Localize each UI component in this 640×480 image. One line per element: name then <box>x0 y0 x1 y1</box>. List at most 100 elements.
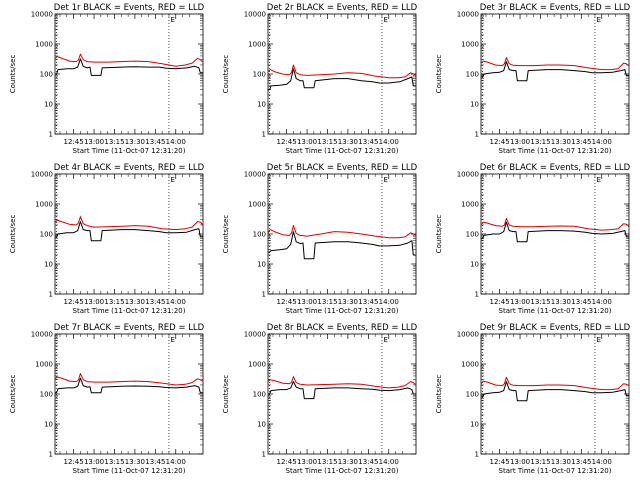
chart-panel-6: Det 6r BLACK = Events, RED = LLD E 1 10 100 1… <box>435 163 631 315</box>
y-tick-label: 1 <box>49 451 53 459</box>
x-tick-label: 13:45 <box>145 458 165 466</box>
event-marker-label: E <box>170 336 174 344</box>
y-tick-label: 10000 <box>31 331 53 339</box>
chart-panel-1: Det 1r BLACK = Events, RED = LLD E 1 10 100 1… <box>9 3 205 155</box>
y-tick-label: 10 <box>257 261 266 269</box>
event-marker-label: E <box>596 16 600 24</box>
x-tick-label: 14:00 <box>379 138 399 146</box>
x-tick-label: 13:15 <box>104 298 124 306</box>
x-tick-label: 13:30 <box>551 138 571 146</box>
lld-series-line <box>54 53 204 67</box>
y-axis-label: Counts/sec <box>222 375 230 414</box>
y-tick-label: 1 <box>262 451 266 459</box>
x-tick-label: 13:45 <box>571 458 591 466</box>
y-tick-label: 1 <box>49 131 53 139</box>
x-tick-label: 13:45 <box>571 138 591 146</box>
x-tick-label: 13:00 <box>297 298 317 306</box>
y-tick-label: 100 <box>466 391 479 399</box>
x-tick-label: 13:00 <box>510 298 530 306</box>
x-tick-label: 14:00 <box>166 298 186 306</box>
y-tick-label: 1 <box>475 451 479 459</box>
events-series-line <box>55 377 203 394</box>
x-tick-label: 13:45 <box>358 138 378 146</box>
x-tick-label: 13:15 <box>530 138 550 146</box>
chart-panel-4: Det 4r BLACK = Events, RED = LLD E 1 10 100 1… <box>9 163 205 315</box>
events-series-line <box>268 381 416 400</box>
x-tick-label: 13:15 <box>317 298 337 306</box>
y-tick-label: 1000 <box>461 201 479 209</box>
y-tick-label: 10 <box>44 421 53 429</box>
x-tick-label: 13:45 <box>145 298 165 306</box>
y-tick-label: 1000 <box>248 361 266 369</box>
y-tick-label: 100 <box>253 391 266 399</box>
y-tick-label: 1000 <box>35 201 53 209</box>
x-tick-label: 13:00 <box>510 138 530 146</box>
event-marker-label: E <box>170 176 174 184</box>
x-axis-label: Start Time (11-Oct-07 12:31:20) <box>499 307 612 315</box>
x-tick-label: 13:30 <box>338 298 358 306</box>
events-series-line <box>481 381 629 402</box>
y-tick-label: 10 <box>470 261 479 269</box>
x-tick-label: 14:00 <box>379 458 399 466</box>
x-axis-label: Start Time (11-Oct-07 12:31:20) <box>286 147 399 155</box>
x-tick-label: 13:45 <box>571 298 591 306</box>
x-tick-label: 13:15 <box>530 458 550 466</box>
plot-frame <box>54 173 204 295</box>
plot-frame <box>480 13 630 135</box>
y-tick-label: 100 <box>40 231 53 239</box>
event-marker-label: E <box>170 16 174 24</box>
y-tick-label: 100 <box>466 231 479 239</box>
x-tick-label: 13:45 <box>358 458 378 466</box>
y-tick-label: 1 <box>262 291 266 299</box>
panel-title: Det 4r BLACK = Events, RED = LLD <box>54 163 205 173</box>
plot-frame <box>54 13 204 135</box>
event-marker-label: E <box>596 336 600 344</box>
y-axis-label: Counts/sec <box>222 215 230 254</box>
lld-series-line <box>480 57 630 71</box>
x-tick-label: 13:00 <box>84 138 104 146</box>
lld-series-line <box>267 376 417 389</box>
x-tick-label: 14:00 <box>379 298 399 306</box>
y-tick-label: 10000 <box>244 11 266 19</box>
x-tick-label: 12:45 <box>490 138 510 146</box>
lld-series-line <box>480 376 630 391</box>
x-axis-label: Start Time (11-Oct-07 12:31:20) <box>286 467 399 475</box>
x-tick-label: 13:15 <box>104 138 124 146</box>
y-axis-label: Counts/sec <box>222 55 230 94</box>
y-tick-label: 1 <box>475 291 479 299</box>
x-tick-label: 12:45 <box>64 138 84 146</box>
x-tick-label: 13:15 <box>317 138 337 146</box>
x-axis-label: Start Time (11-Oct-07 12:31:20) <box>499 147 612 155</box>
x-axis-label: Start Time (11-Oct-07 12:31:20) <box>73 307 186 315</box>
panel-title: Det 2r BLACK = Events, RED = LLD <box>267 3 418 13</box>
events-series-line <box>481 221 629 243</box>
x-tick-label: 13:15 <box>317 458 337 466</box>
plot-frame <box>480 333 630 455</box>
y-tick-label: 100 <box>253 71 266 79</box>
x-axis-label: Start Time (11-Oct-07 12:31:20) <box>73 467 186 475</box>
lld-series-line <box>480 217 630 231</box>
y-tick-label: 1 <box>475 131 479 139</box>
x-tick-label: 14:00 <box>166 138 186 146</box>
y-tick-label: 10000 <box>31 171 53 179</box>
y-tick-label: 10000 <box>244 171 266 179</box>
x-axis-label: Start Time (11-Oct-07 12:31:20) <box>286 307 399 315</box>
x-tick-label: 13:00 <box>297 138 317 146</box>
y-axis-label: Counts/sec <box>435 215 443 254</box>
x-tick-label: 13:45 <box>358 298 378 306</box>
event-marker-label: E <box>383 176 387 184</box>
panel-title: Det 7r BLACK = Events, RED = LLD <box>54 323 205 333</box>
chart-panel-9: Det 9r BLACK = Events, RED = LLD E 1 10 100 1… <box>435 323 631 475</box>
chart-panel-7: Det 7r BLACK = Events, RED = LLD E 1 10 100 1… <box>9 323 205 475</box>
x-tick-label: 12:45 <box>64 458 84 466</box>
y-tick-label: 10 <box>44 101 53 109</box>
x-tick-label: 13:30 <box>125 138 145 146</box>
y-tick-label: 100 <box>40 391 53 399</box>
x-tick-label: 12:45 <box>490 458 510 466</box>
panel-title: Det 9r BLACK = Events, RED = LLD <box>480 323 631 333</box>
x-tick-label: 12:45 <box>64 298 84 306</box>
y-tick-label: 10 <box>470 101 479 109</box>
panel-title: Det 6r BLACK = Events, RED = LLD <box>480 163 631 173</box>
y-tick-label: 1000 <box>248 201 266 209</box>
